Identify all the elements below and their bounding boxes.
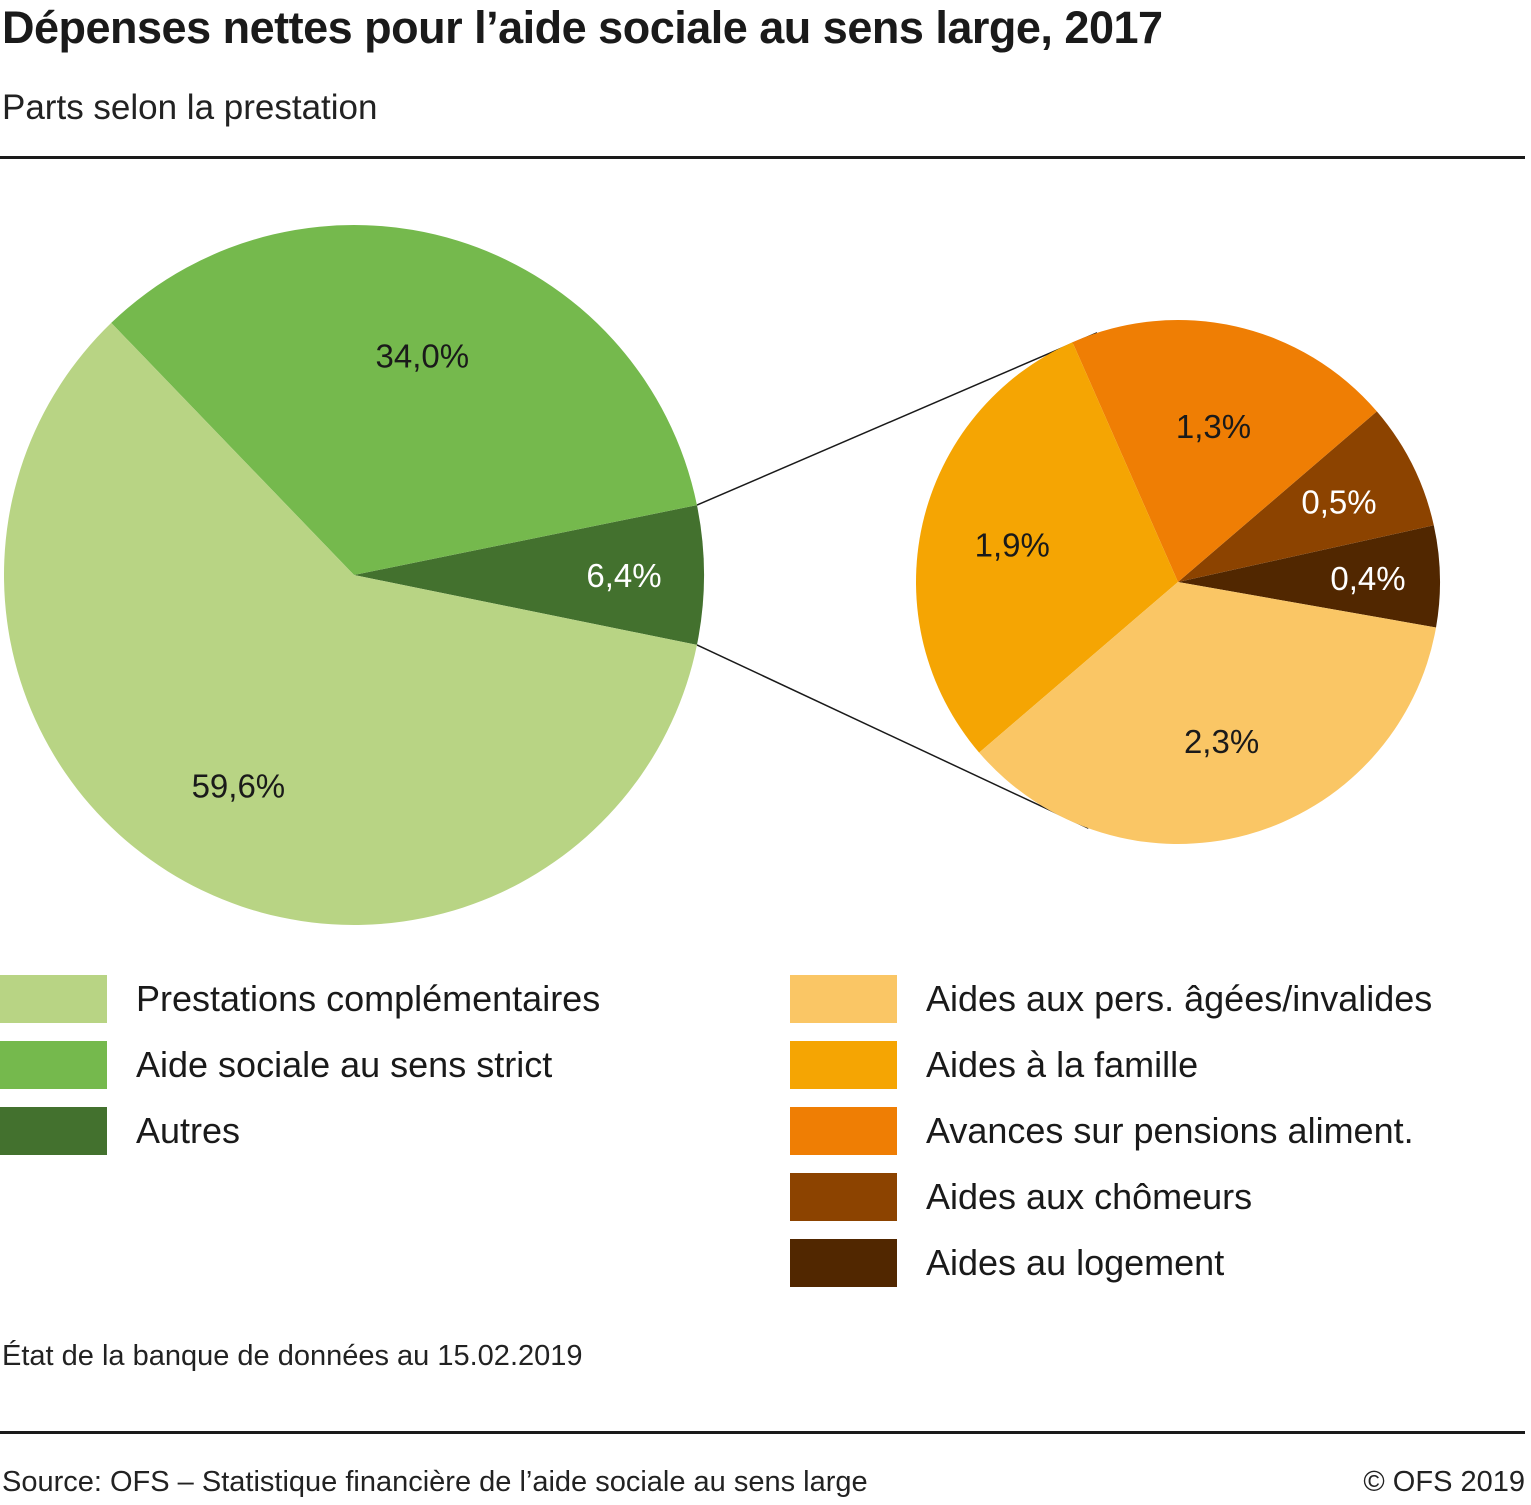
chart-subtitle: Parts selon la prestation — [2, 88, 378, 127]
connector-line — [696, 644, 1089, 829]
pie-slice — [354, 505, 704, 645]
pie-slice — [1178, 411, 1434, 582]
pie-slice — [979, 582, 1437, 844]
slice-value-label: 2,3% — [1184, 723, 1259, 760]
legend-label: Aide sociale au sens strict — [136, 1044, 553, 1085]
legend-label: Autres — [136, 1110, 241, 1151]
slice-value-label: 0,5% — [1301, 484, 1376, 521]
connector-lines — [696, 332, 1098, 829]
pie-slice — [4, 322, 697, 926]
legend-swatch — [0, 975, 107, 1023]
top-divider — [0, 156, 1525, 159]
legend-label: Avances sur pensions aliment. — [926, 1110, 1414, 1151]
bottom-divider — [0, 1431, 1525, 1434]
pie-slice — [1178, 525, 1440, 628]
pie-slice — [916, 342, 1178, 753]
connector-line — [696, 332, 1098, 506]
source-text: Source: OFS – Statistique financière de … — [2, 1466, 868, 1498]
slice-value-label: 59,6% — [192, 767, 286, 804]
legend-swatch — [790, 975, 897, 1023]
legend-label: Aides aux pers. âgées/invalides — [926, 978, 1433, 1019]
legend-swatch — [790, 1173, 897, 1221]
legend-label: Aides à la famille — [926, 1044, 1199, 1085]
legend-swatch — [790, 1239, 897, 1287]
legend-label: Aides aux chômeurs — [926, 1176, 1253, 1217]
slice-value-label: 34,0% — [376, 337, 470, 374]
copyright-text: © OFS 2019 — [1363, 1466, 1525, 1498]
data-status-note: État de la banque de données au 15.02.20… — [2, 1340, 583, 1372]
main-pie: 6,4% 34,0% 59,6% — [4, 224, 704, 926]
chart-title: Dépenses nettes pour l’aide sociale au s… — [2, 2, 1163, 53]
slice-value-label: 0,4% — [1330, 560, 1405, 597]
legend-swatch — [790, 1107, 897, 1155]
slice-value-label: 1,3% — [1176, 408, 1251, 445]
slice-value-label: 6,4% — [586, 557, 661, 594]
legend-swatch — [790, 1041, 897, 1089]
pie-slice — [111, 224, 697, 576]
legend-swatch — [0, 1041, 107, 1089]
legend-label: Aides au logement — [926, 1242, 1225, 1283]
slice-value-label: 1,9% — [975, 526, 1050, 563]
legend-swatch — [0, 1107, 107, 1155]
legend-label: Prestations complémentaires — [136, 978, 601, 1019]
pie-slice — [1072, 320, 1377, 582]
detail-pie: 0,4% 0,5% 1,3% 1,9% 2,3% — [916, 320, 1440, 844]
pie-charts: 6,4% 34,0% 59,6% 0,4% 0,5% 1,3% 1,9% 2,3% — [4, 224, 1440, 926]
